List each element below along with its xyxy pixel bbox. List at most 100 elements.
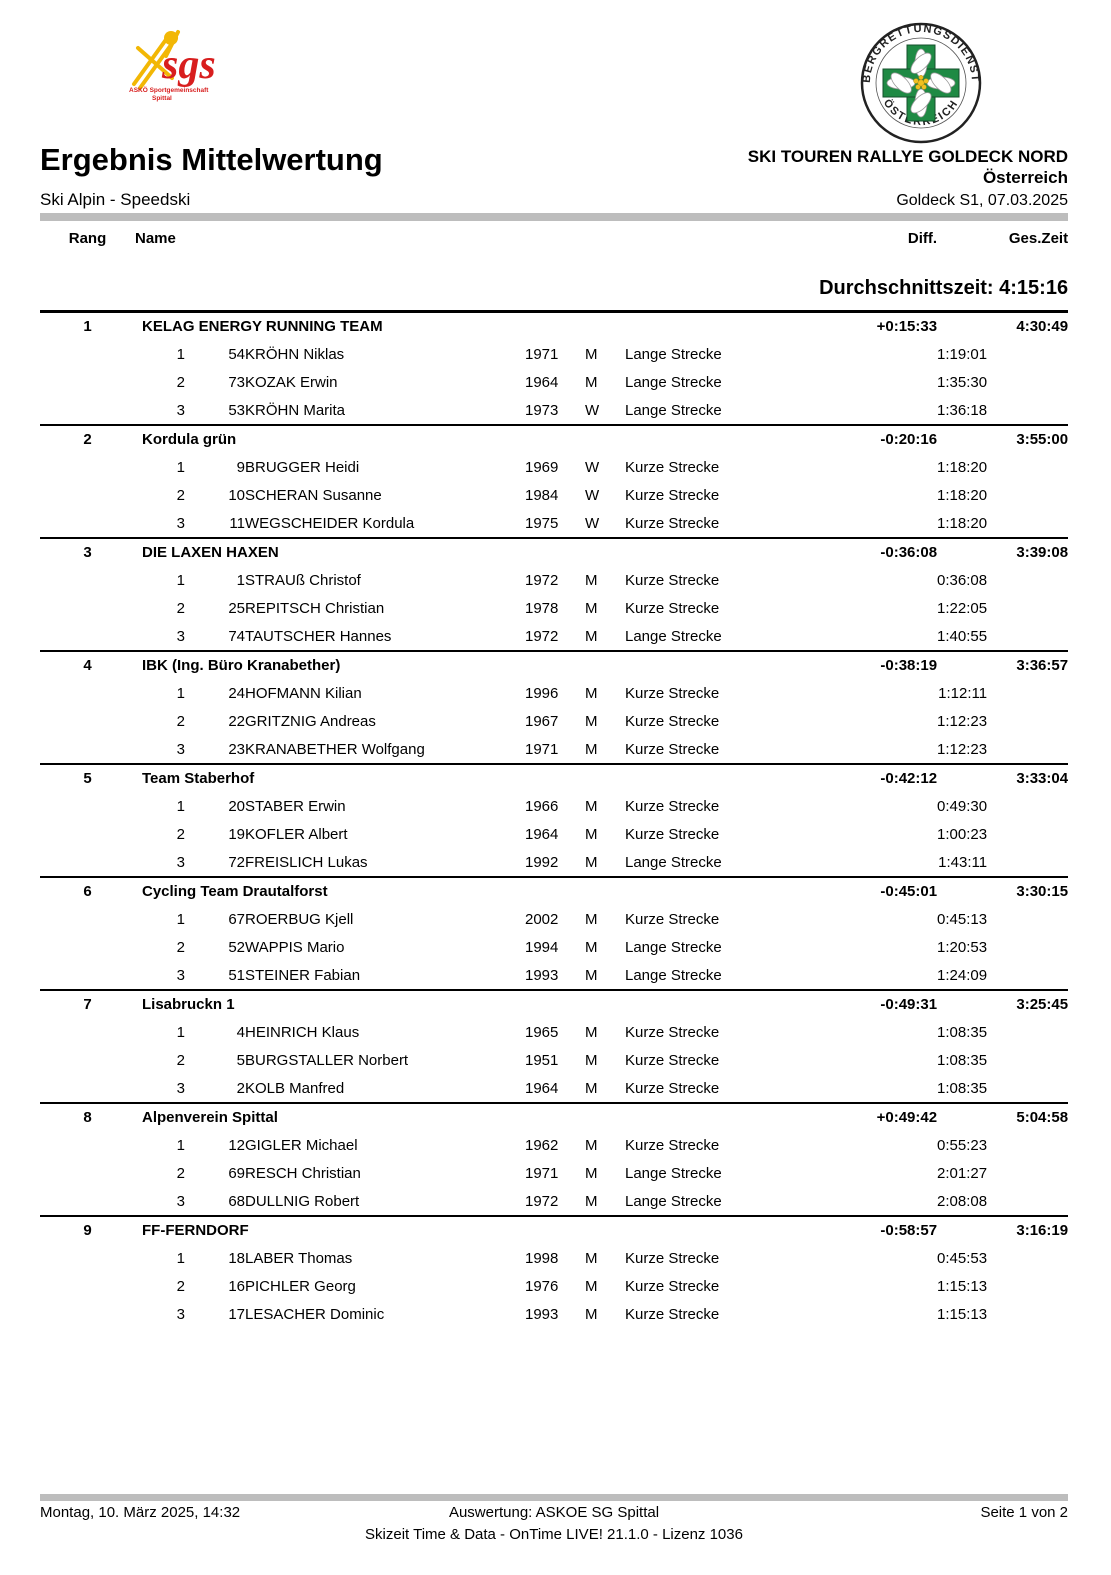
team-rank: 5 [83, 770, 92, 787]
team-header-row: 5 Team Staberhof -0:42:12 3:33:04 [40, 763, 1069, 793]
member-rank-spacer [40, 1301, 135, 1329]
member-time: 1:12:11 [938, 685, 988, 702]
member-total-spacer [987, 1160, 1068, 1188]
member-bib-number: 5 [236, 1052, 245, 1069]
member-rank-spacer [40, 793, 135, 821]
member-course: Kurze Strecke [625, 600, 720, 617]
team-diff: -0:42:12 [880, 770, 938, 787]
member-course: Kurze Strecke [625, 826, 720, 843]
member-course: Kurze Strecke [625, 1024, 720, 1041]
member-name: SCHERAN Susanne [245, 487, 382, 504]
team-name: DIE LAXEN HAXEN [142, 544, 279, 561]
member-rank-spacer [40, 341, 135, 369]
member-bib-number: 74 [228, 627, 245, 645]
member-bib-number: 2 [236, 1079, 245, 1097]
member-name: HEINRICH Klaus [245, 1024, 360, 1041]
column-header-name: Name [135, 229, 176, 247]
member-position: 3 [176, 1192, 185, 1210]
member-gender: M [585, 1165, 598, 1182]
member-row: 2 10 SCHERAN Susanne 1984 W Kurze Strecke 1:18… [40, 482, 1068, 510]
member-birth-year: 1964 [525, 1079, 559, 1097]
member-bib-number: 54 [228, 346, 245, 363]
member-total-spacer [987, 567, 1068, 595]
team-spacer [937, 312, 987, 341]
member-gender: M [585, 853, 598, 871]
member-row: 1 12 GIGLER Michael 1962 M Kurze Strecke 0:55:… [40, 1132, 1068, 1160]
member-gender: M [585, 572, 598, 589]
member-bib-number: 1 [236, 572, 245, 589]
member-rank-spacer [40, 736, 135, 764]
member-position: 3 [176, 627, 185, 645]
member-row: 3 51 STEINER Fabian 1993 M Lange Strecke 1:24:… [40, 962, 1068, 990]
member-row: 1 4 HEINRICH Klaus 1965 M Kurze Strecke 1:08:3… [40, 1019, 1068, 1047]
member-row: 2 22 GRITZNIG Andreas 1967 M Kurze Strecke 1:1… [40, 708, 1068, 736]
member-birth-year: 1971 [525, 1165, 559, 1182]
member-birth-year: 1976 [525, 1278, 559, 1295]
member-position: 2 [176, 374, 185, 391]
column-header-row: Rang Name Diff. Ges.Zeit [40, 223, 1068, 253]
member-course: Kurze Strecke [625, 572, 720, 589]
member-row: 2 25 REPITSCH Christian 1978 M Kurze Strecke 1… [40, 595, 1068, 623]
member-total-spacer [987, 1245, 1068, 1273]
member-total-spacer [987, 906, 1068, 934]
member-birth-year: 1965 [525, 1024, 559, 1041]
team-total-time: 3:16:19 [1016, 1222, 1069, 1239]
member-name: BRUGGER Heidi [245, 459, 360, 476]
member-position: 1 [176, 911, 185, 928]
average-time-value: Durchschnittszeit: 4:15:16 [40, 253, 1069, 313]
member-gender: M [585, 1137, 598, 1154]
member-bib-number: 53 [228, 401, 245, 419]
member-course: Lange Strecke [625, 1192, 722, 1210]
member-birth-year: 1992 [525, 853, 559, 871]
member-birth-year: 1993 [525, 1306, 559, 1323]
member-gender: M [585, 1306, 598, 1323]
member-name: DULLNIG Robert [245, 1192, 360, 1210]
sgs-caption-line1: ASKÖ Sportgemeinschaft [129, 85, 209, 94]
member-position: 3 [176, 1306, 185, 1323]
member-time: 1:36:18 [937, 401, 988, 419]
member-birth-year: 1969 [525, 459, 559, 476]
team-name: KELAG ENERGY RUNNING TEAM [142, 318, 383, 336]
member-rank-spacer [40, 567, 135, 595]
member-total-spacer [987, 1188, 1068, 1216]
member-bib-number: 12 [228, 1137, 245, 1154]
member-bib-number: 69 [228, 1165, 245, 1182]
member-bib-number: 11 [229, 514, 245, 532]
member-name: REPITSCH Christian [245, 600, 385, 617]
team-total-time: 3:30:15 [1016, 883, 1069, 900]
member-course: Kurze Strecke [625, 1137, 720, 1154]
member-bib-number: 17 [228, 1306, 245, 1323]
member-row: 2 5 BURGSTALLER Norbert 1951 M Kurze Strecke 1… [40, 1047, 1068, 1075]
member-position: 2 [176, 487, 185, 504]
member-course: Kurze Strecke [625, 514, 720, 532]
member-gender: M [585, 740, 598, 758]
member-time: 2:08:08 [937, 1192, 988, 1210]
member-total-spacer [987, 1301, 1068, 1329]
team-spacer [937, 425, 987, 454]
member-course: Kurze Strecke [625, 713, 720, 730]
member-total-spacer [987, 397, 1068, 425]
member-rank-spacer [40, 397, 135, 425]
team-rank: 7 [83, 996, 92, 1013]
member-time: 1:08:35 [937, 1024, 988, 1041]
member-gender: M [585, 911, 598, 928]
event-title-block: SKI TOUREN RALLYE GOLDECK NORD Österreic… [748, 146, 1068, 188]
team-header-row: 3 DIE LAXEN HAXEN -0:36:08 3:39:08 [40, 537, 1069, 567]
member-name: LESACHER Dominic [245, 1306, 385, 1323]
member-birth-year: 1972 [525, 627, 559, 645]
member-rank-spacer [40, 454, 135, 482]
member-total-spacer [987, 595, 1068, 623]
footer-software: Skizeit Time & Data - OnTime LIVE! 21.1.… [365, 1526, 743, 1543]
member-row: 3 17 LESACHER Dominic 1993 M Kurze Strecke 1:1… [40, 1301, 1068, 1329]
member-course: Lange Strecke [625, 627, 722, 645]
member-course: Kurze Strecke [625, 1250, 720, 1267]
member-row: 3 53 KRÖHN Marita 1973 W Lange Strecke 1:36:18 [40, 397, 1068, 425]
member-bib-number: 73 [228, 374, 245, 391]
team-total-time: 3:25:45 [1016, 996, 1069, 1013]
member-rank-spacer [40, 1075, 135, 1103]
member-position: 1 [176, 572, 185, 589]
footer-datetime: Montag, 10. März 2025, 14:32 [40, 1504, 241, 1521]
member-birth-year: 1962 [525, 1137, 559, 1154]
member-birth-year: 1971 [525, 740, 559, 758]
member-total-spacer [987, 1075, 1068, 1103]
